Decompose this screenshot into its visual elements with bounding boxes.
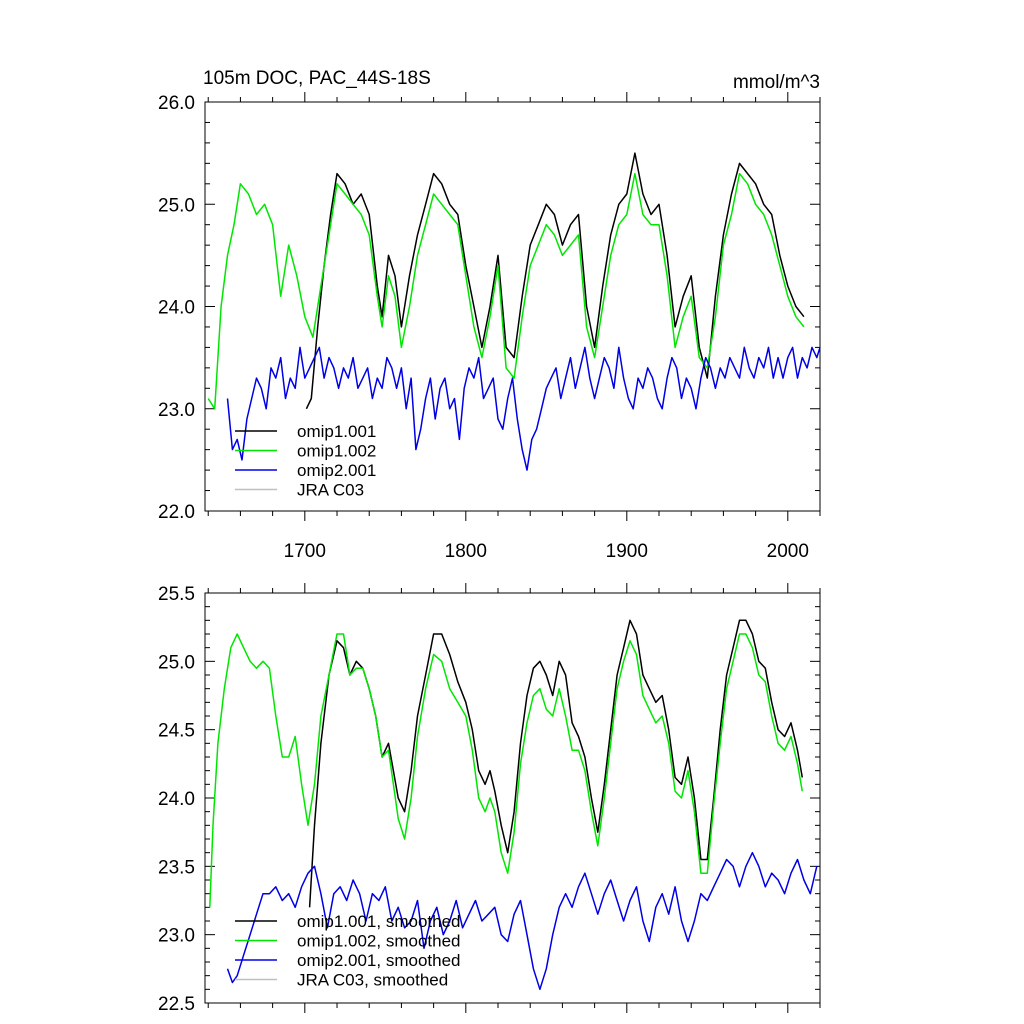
top-x-tick-label: 1900: [606, 541, 648, 562]
top-ticks: 22.0 23.0 24.0 25.0 26.0 1700 1800 1900 2000: [158, 92, 821, 562]
bottom-legend-label: omip1.001, smoothed: [297, 912, 461, 931]
bottom-series-line-2: [226, 851, 818, 991]
top-legend-label: omip1.002: [297, 442, 376, 461]
top-series-line-0: [305, 152, 805, 410]
top-y-tick-label: 25.0: [158, 195, 195, 216]
bottom-panel: 22.5 23.0 23.5 24.0 24.5 25.0 25.5 omip1.001, …: [158, 583, 821, 1015]
chart-title: 105m DOC, PAC_44S-18S: [203, 68, 431, 89]
top-legend-label: omip2.001: [297, 461, 376, 480]
top-y-tick-label: 22.0: [158, 502, 195, 523]
bottom-series-group: [209, 619, 818, 991]
bottom-y-tick-label: 25.0: [158, 652, 195, 673]
bottom-y-tick-label: 23.0: [158, 926, 195, 947]
top-legend-label: JRA C03: [297, 481, 364, 500]
top-series-line-2: [226, 346, 821, 471]
bottom-legend-label: JRA C03, smoothed: [297, 971, 448, 990]
bottom-y-tick-label: 24.5: [158, 721, 195, 742]
top-x-tick-label: 1700: [284, 541, 326, 562]
top-panel: 22.0 23.0 24.0 25.0 26.0 1700 1800 1900 2000 omi…: [158, 92, 821, 562]
bottom-legend-label: omip2.001, smoothed: [297, 951, 461, 970]
bottom-series-line-1: [209, 633, 804, 908]
bottom-legend-label: omip1.002, smoothed: [297, 932, 461, 951]
units-label: mmol/m^3: [733, 72, 820, 93]
top-series-line-1: [207, 172, 805, 410]
top-y-tick-label: 26.0: [158, 93, 195, 114]
top-x-tick-label: 2000: [767, 541, 809, 562]
bottom-y-tick-label: 22.5: [158, 994, 195, 1015]
bottom-series-line-0: [308, 619, 804, 908]
bottom-y-tick-label: 25.5: [158, 584, 195, 605]
top-y-tick-label: 24.0: [158, 298, 195, 319]
top-x-tick-label: 1800: [445, 541, 487, 562]
bottom-ticks: 22.5 23.0 23.5 24.0 24.5 25.0 25.5: [158, 583, 821, 1015]
bottom-y-tick-label: 24.0: [158, 789, 195, 810]
bottom-y-tick-label: 23.5: [158, 857, 195, 878]
top-series-group: [207, 152, 821, 471]
top-legend-label: omip1.001: [297, 422, 376, 441]
top-y-tick-label: 23.0: [158, 400, 195, 421]
